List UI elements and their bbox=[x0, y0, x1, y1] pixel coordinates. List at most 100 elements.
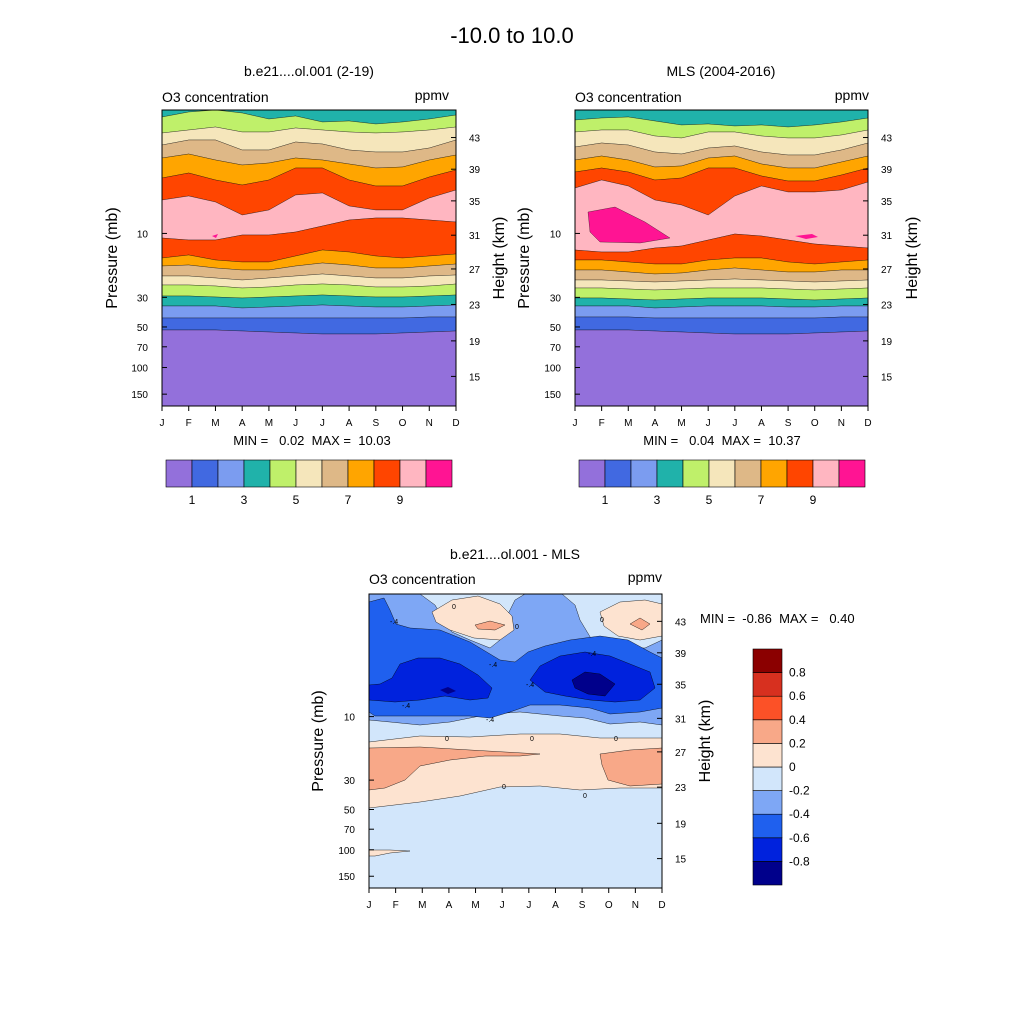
y2-tick-label: 35 bbox=[881, 197, 893, 208]
y2-tick-label: 27 bbox=[881, 265, 893, 276]
colorbar-label: 9 bbox=[810, 493, 817, 507]
y-tick-label: 100 bbox=[544, 364, 561, 375]
x-tick-label: J bbox=[706, 418, 711, 429]
x-tick-label: S bbox=[372, 418, 379, 429]
y2-tick-label: 35 bbox=[469, 197, 481, 208]
x-tick-label: M bbox=[418, 900, 426, 911]
colorbar-swatch bbox=[752, 837, 783, 862]
colorbar-swatch bbox=[321, 459, 349, 488]
contour-label: 0 bbox=[600, 617, 604, 624]
x-tick-label: J bbox=[320, 418, 325, 429]
colorbar-swatch bbox=[604, 459, 632, 488]
contour-label: 0 bbox=[530, 736, 534, 743]
contour-band bbox=[162, 304, 456, 319]
y-tick-label: 100 bbox=[131, 364, 148, 375]
x-tick-label: O bbox=[399, 418, 407, 429]
x-tick-label: N bbox=[838, 418, 845, 429]
y2-tick-label: 43 bbox=[469, 134, 481, 145]
y2-tick-label: 39 bbox=[469, 165, 481, 176]
y-tick-label: 50 bbox=[344, 806, 356, 817]
x-tick-label: D bbox=[658, 900, 665, 911]
x-tick-label: F bbox=[186, 418, 192, 429]
y2-tick-label: 15 bbox=[469, 372, 481, 383]
x-tick-label: O bbox=[811, 418, 819, 429]
x-tick-label: J bbox=[160, 418, 165, 429]
contour-line-labels: 0 0 0 0 0 0 0 0 -.4 -.4 -.4 -.4 -.4 -.4 bbox=[390, 604, 618, 800]
contour-label: 0 bbox=[452, 604, 456, 611]
contour-fill bbox=[575, 110, 868, 406]
axes: J F M A M J J A S O N D1030507010015043393531272319… bbox=[131, 134, 480, 429]
y-tick-label: 150 bbox=[544, 390, 561, 401]
colorbar-label: -0.8 bbox=[789, 854, 810, 868]
colorbar-label: 5 bbox=[293, 493, 300, 507]
axes: J F M A M J J A S O N D1030507010015043393531272319… bbox=[544, 134, 892, 429]
colorbar-label: 0 bbox=[789, 760, 796, 774]
y2-axis-label: Height (km) bbox=[697, 700, 714, 783]
panel-subtitle: O3 concentration bbox=[162, 89, 269, 105]
plot-frame bbox=[161, 109, 457, 407]
y-axis-label: Pressure (mb) bbox=[104, 207, 121, 308]
y-tick-label: 30 bbox=[550, 293, 562, 304]
x-tick-label: M bbox=[211, 418, 219, 429]
colorbar-swatch bbox=[578, 459, 606, 488]
contour-label: -.4 bbox=[402, 703, 410, 710]
colorbar-label: 1 bbox=[189, 493, 196, 507]
y2-tick-label: 31 bbox=[881, 231, 893, 242]
panel-units: ppmv bbox=[835, 87, 869, 103]
colorbar-swatch bbox=[752, 695, 783, 721]
figure-title: -10.0 to 10.0 bbox=[450, 23, 574, 48]
y-tick-label: 50 bbox=[137, 323, 149, 334]
min-max-stats: MIN = -0.86 MAX = 0.40 bbox=[700, 611, 855, 626]
panel-subtitle: O3 concentration bbox=[369, 571, 476, 587]
contour-band bbox=[575, 305, 868, 319]
ozone-max-region bbox=[587, 206, 818, 244]
y2-tick-label: 31 bbox=[675, 714, 687, 725]
colorbar-swatch bbox=[217, 459, 245, 488]
y-axis-label: Pressure (mb) bbox=[310, 690, 327, 791]
y-tick-label: 70 bbox=[550, 343, 562, 354]
plot-frame bbox=[574, 109, 869, 407]
x-tick-label: A bbox=[758, 418, 765, 429]
contour-label: -.4 bbox=[489, 662, 497, 669]
x-tick-label: F bbox=[393, 900, 399, 911]
panel-title: b.e21....ol.001 (2-19) bbox=[244, 63, 374, 79]
colorbar-swatch bbox=[752, 672, 783, 697]
plot-frame bbox=[368, 593, 663, 889]
colorbar-swatch bbox=[734, 459, 762, 488]
colorbar-label: -0.6 bbox=[789, 831, 810, 845]
x-tick-label: J bbox=[500, 900, 505, 911]
y-tick-label: 10 bbox=[137, 229, 149, 240]
colorbar: 1 3 5 7 9 bbox=[165, 459, 453, 507]
y2-tick-label: 19 bbox=[675, 819, 687, 830]
y-tick-label: 10 bbox=[344, 713, 356, 724]
colorbar-label: 9 bbox=[397, 493, 404, 507]
colorbar-swatch bbox=[347, 459, 375, 488]
model-panel: b.e21....ol.001 (2-19) O3 concentration … bbox=[104, 63, 508, 507]
colorbar-swatch bbox=[373, 459, 401, 488]
contour-label: 0 bbox=[515, 624, 519, 631]
y2-tick-label: 27 bbox=[469, 265, 481, 276]
panel-title: MLS (2004-2016) bbox=[667, 63, 776, 79]
axes: J F M A M J J A S O N D1030507010015043393531272319… bbox=[338, 617, 686, 911]
y-tick-label: 100 bbox=[338, 846, 355, 857]
colorbar-label: 1 bbox=[602, 493, 609, 507]
mls-panel: MLS (2004-2016) O3 concentration ppmv J F… bbox=[516, 63, 921, 507]
contour-band bbox=[162, 329, 456, 406]
contour-label: -.4 bbox=[588, 651, 596, 658]
contour-label: 0 bbox=[583, 793, 587, 800]
y2-tick-label: 23 bbox=[881, 300, 893, 311]
colorbar-label: -0.2 bbox=[789, 784, 810, 798]
colorbar-swatch bbox=[425, 459, 453, 488]
contour-label: 0 bbox=[502, 784, 506, 791]
min-max-stats: MIN = 0.02 MAX = 10.03 bbox=[233, 433, 391, 448]
y-tick-label: 70 bbox=[344, 825, 356, 836]
panel-subtitle: O3 concentration bbox=[575, 89, 682, 105]
colorbar-swatch bbox=[752, 719, 783, 744]
colorbar-swatch bbox=[295, 459, 323, 488]
panel-title: b.e21....ol.001 - MLS bbox=[450, 546, 580, 562]
x-tick-label: N bbox=[426, 418, 433, 429]
colorbar-label: 7 bbox=[758, 493, 765, 507]
y-tick-label: 150 bbox=[338, 872, 355, 883]
colorbar-swatch bbox=[752, 648, 783, 673]
